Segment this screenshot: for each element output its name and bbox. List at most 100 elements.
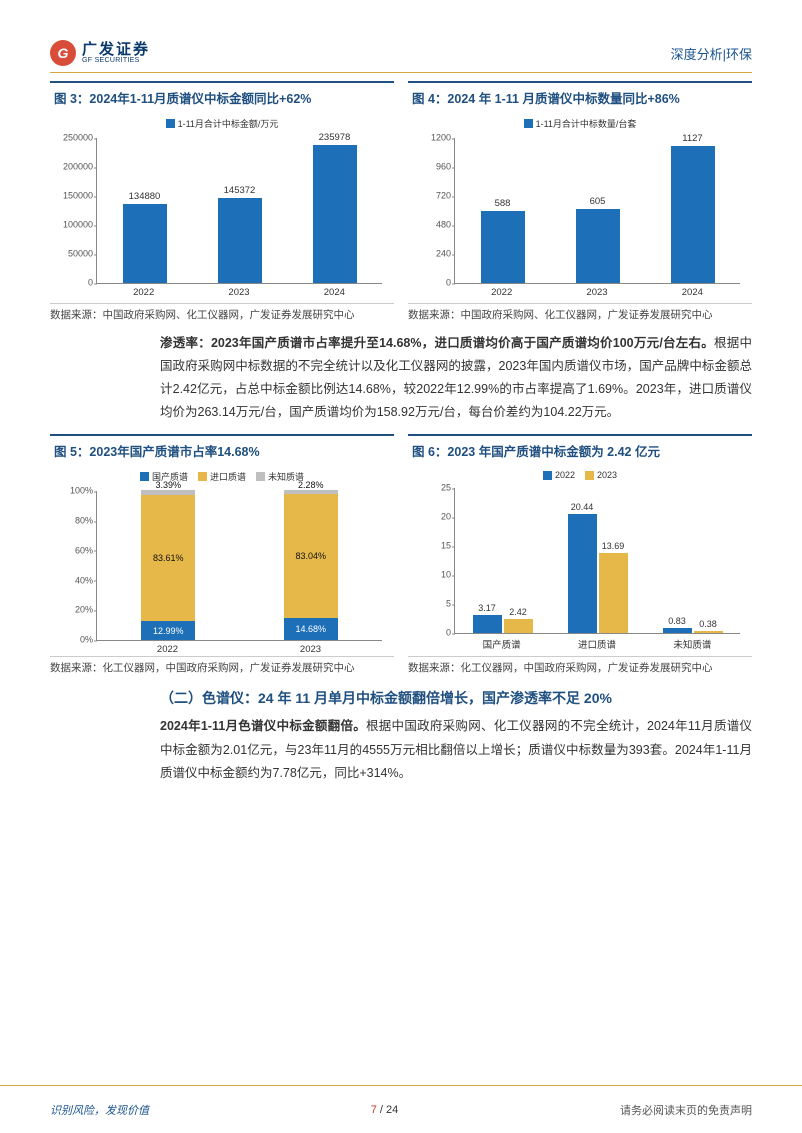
chart-5-legend-item: 未知质谱 [256,470,304,483]
y-tick: 960 [413,163,451,172]
stacked-bar-group: 12.99%83.61%3.39% [131,490,205,640]
y-tick: 0 [413,279,451,288]
x-label: 2023 [300,644,321,655]
y-tick: 40% [55,576,93,585]
stack-seg-label: 3.39% [155,480,181,490]
chart-6-legend-item: 2023 [585,470,617,480]
legend-swatch-icon [256,472,265,481]
page-header: G 广发证券 GF SECURITIES 深度分析|环保 [50,40,752,73]
bar-value-label: 3.17 [478,603,496,613]
grouped-bar-col: 20.44 [568,487,597,633]
stack-segment: 83.61% [141,495,195,620]
y-tick: 100% [55,487,93,496]
legend-swatch-icon [543,471,552,480]
chart-5: 图 5：2023年国产质谱市占率14.68% 国产质谱进口质谱未知质谱 0%20… [50,434,394,677]
y-tick: 5 [413,600,451,609]
legend-swatch-icon [140,472,149,481]
y-tick: 1200 [413,134,451,143]
bar-group: 134880 [107,191,181,283]
y-tick: 200000 [55,163,93,172]
bar-pair: 3.17 2.42 [473,487,533,633]
stacked-bar: 14.68%83.04%2.28% [284,490,338,640]
x-label: 2023 [228,287,249,298]
section-2-heading: （二）色谱仪：24 年 11 月单月中标金额翻倍增长，国产渗透率不足 20% [160,687,752,709]
x-label: 进口质谱 [578,637,616,651]
chart-6: 图 6：2023 年国产质谱中标金额为 2.42 亿元 2022 2023 0 5 1… [408,434,752,677]
x-label: 2022 [157,644,178,655]
bar-rect [568,514,597,633]
bar-group: 1127 [655,133,729,283]
legend-swatch-icon [166,119,175,128]
y-tick: 240 [413,250,451,259]
bar-rect [576,209,620,283]
y-tick: 0 [413,629,451,638]
y-tick: 50000 [55,250,93,259]
bar-value-label: 605 [590,196,606,207]
chart-4-title: 图 4：2024 年 1-11 月质谱仪中标数量同比+86% [408,83,752,113]
chart-3-legend: 1-11月合计中标金额/万元 [166,117,279,130]
grouped-bar-group: 20.44 13.69 [555,487,641,633]
bar-group: 588 [465,198,539,283]
stacked-bar-group: 14.68%83.04%2.28% [274,490,348,640]
y-tick: 60% [55,546,93,555]
x-label: 2024 [682,287,703,298]
stacked-bar: 12.99%83.61%3.39% [141,490,195,640]
bar-pair: 0.83 0.38 [663,487,723,633]
y-tick: 10 [413,571,451,580]
bar-group: 145372 [202,185,276,283]
legend-label: 进口质谱 [210,470,246,483]
y-tick: 0% [55,636,93,645]
stack-segment: 12.99% [141,621,195,640]
footer-tagline: 识别风险，发现价值 [50,1102,149,1118]
bar-value-label: 235978 [319,132,351,143]
grouped-bar-group: 3.17 2.42 [460,487,546,633]
bar-group: 235978 [297,132,371,283]
grouped-bar-col: 0.83 [663,487,692,633]
bar-rect [694,631,723,633]
page-sep: / [377,1104,386,1116]
chart-5-source: 数据来源：化工仪器网，中国政府采购网，广发证券发展研究中心 [50,656,394,677]
logo-mark-icon: G [50,40,76,66]
y-tick: 0 [55,279,93,288]
chromatograph-paragraph: 2024年1-11月色谱仪中标金额翻倍。根据中国政府采购网、化工仪器网的不完全统… [160,715,752,784]
bar-value-label: 1127 [682,133,702,144]
x-label: 国产质谱 [483,637,521,651]
grouped-bar-col: 3.17 [473,487,502,633]
y-tick: 15 [413,542,451,551]
chart-6-source: 数据来源：化工仪器网，中国政府采购网，广发证券发展研究中心 [408,656,752,677]
x-label: 2022 [133,287,154,298]
legend-label: 2022 [555,470,575,480]
page-total: 24 [386,1104,398,1116]
bar-rect [218,198,262,283]
y-tick: 480 [413,221,451,230]
y-tick: 720 [413,192,451,201]
chart-3-legend-label: 1-11月合计中标金额/万元 [178,117,279,130]
stack-seg-label: 2.28% [298,480,324,490]
chart-3: 图 3：2024年1-11月质谱仪中标金额同比+62% 1-11月合计中标金额/… [50,81,394,324]
bar-rect [663,628,692,633]
penetration-paragraph: 渗透率：2023年国产质谱市占率提升至14.68%，进口质谱均价高于国产质谱均价… [160,332,752,425]
grouped-bar-col: 2.42 [504,487,533,633]
bar-value-label: 134880 [129,191,161,202]
chart-5-legend-item: 进口质谱 [198,470,246,483]
bar-value-label: 0.38 [699,619,717,629]
brand-logo: G 广发证券 GF SECURITIES [50,40,150,66]
bar-value-label: 145372 [224,185,256,196]
y-tick: 25 [413,484,451,493]
footer-disclaimer: 请务必阅读末页的免责声明 [620,1102,752,1118]
x-label: 2022 [491,287,512,298]
y-tick: 250000 [55,134,93,143]
x-label: 2024 [324,287,345,298]
chart-6-legend-item: 2022 [543,470,575,480]
bar-value-label: 20.44 [571,502,594,512]
grouped-bar-col: 13.69 [599,487,628,633]
bar-value-label: 0.83 [668,616,686,626]
page-footer: 识别风险，发现价值 7 / 24 请务必阅读末页的免责声明 [0,1085,802,1133]
para1-bold: 渗透率：2023年国产质谱市占率提升至14.68%，进口质谱均价高于国产质谱均价… [160,336,714,350]
chart-6-title: 图 6：2023 年国产质谱中标金额为 2.42 亿元 [408,436,752,466]
bar-value-label: 13.69 [602,541,625,551]
grouped-bar-col: 0.38 [694,487,723,633]
stack-segment: 2.28% [284,490,338,493]
bar-value-label: 588 [495,198,511,209]
grouped-bar-group: 0.83 0.38 [650,487,736,633]
